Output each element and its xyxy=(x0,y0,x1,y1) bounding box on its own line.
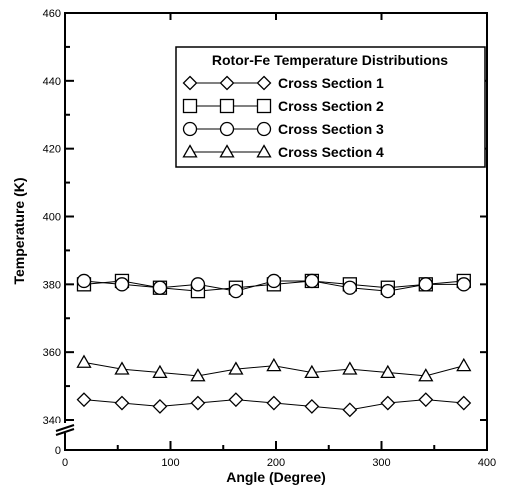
legend-marker xyxy=(219,121,235,137)
legend-marker xyxy=(219,75,235,91)
legend-marker xyxy=(219,144,235,158)
legend-label: Cross Section 4 xyxy=(278,144,384,160)
data-point xyxy=(418,368,434,382)
data-point xyxy=(190,368,206,382)
data-point xyxy=(304,364,320,379)
axis-ticks xyxy=(64,12,488,450)
x-tick-label: 400 xyxy=(478,457,496,469)
legend-marker xyxy=(256,121,272,137)
data-point xyxy=(152,364,168,379)
y-tick-label: 420 xyxy=(43,144,61,156)
y-axis-title: Temperature (K) xyxy=(11,177,27,284)
data-point xyxy=(456,357,472,372)
legend-label: Cross Section 2 xyxy=(278,98,384,114)
data-point xyxy=(304,399,320,414)
data-point xyxy=(342,280,358,295)
y-tick-label: 380 xyxy=(43,279,61,291)
legend-item: Cross Section 2 xyxy=(182,98,384,114)
legend-marker xyxy=(219,98,235,114)
legend-marker xyxy=(256,98,272,114)
series-3 xyxy=(76,273,471,299)
x-tick-label: 0 xyxy=(62,457,68,469)
data-point xyxy=(266,357,282,372)
data-point xyxy=(76,354,92,368)
legend-marker xyxy=(256,144,272,158)
legend-label: Cross Section 3 xyxy=(278,121,384,137)
x-axis-title: Angle (Degree) xyxy=(226,469,326,485)
data-point xyxy=(418,277,433,292)
x-tick-label: 100 xyxy=(161,457,179,469)
legend-marker xyxy=(182,98,198,114)
legend-label: Cross Section 1 xyxy=(278,75,384,91)
legend-title: Rotor-Fe Temperature Distributions xyxy=(212,52,448,68)
legend-marker xyxy=(182,144,198,158)
y-axis-break-mark xyxy=(55,423,75,436)
data-point xyxy=(228,392,244,408)
x-tick-label: 300 xyxy=(372,457,390,469)
data-point xyxy=(152,399,168,414)
series-1 xyxy=(76,392,472,418)
y-tick-label: 400 xyxy=(43,212,61,224)
legend-item: Cross Section 3 xyxy=(182,121,384,137)
data-point xyxy=(228,283,244,299)
y-tick-label: 360 xyxy=(43,347,61,359)
data-point xyxy=(456,395,472,411)
data-point xyxy=(114,361,130,375)
data-point xyxy=(152,280,168,295)
data-point xyxy=(418,392,434,408)
y-break-tick-label: 0 xyxy=(55,445,61,457)
data-point xyxy=(228,361,244,375)
data-point xyxy=(342,361,358,375)
data-point xyxy=(114,395,130,411)
data-point xyxy=(76,392,92,408)
y-tick-label: 460 xyxy=(43,8,61,20)
legend-marker xyxy=(182,75,198,91)
legend: Rotor-Fe Temperature Distributions Cross… xyxy=(175,46,486,168)
data-point xyxy=(266,395,282,411)
legend-marker xyxy=(256,75,272,91)
data-point xyxy=(380,395,396,411)
data-point xyxy=(456,277,471,292)
legend-marker xyxy=(182,121,198,137)
data-point xyxy=(380,364,396,379)
legend-item: Cross Section 4 xyxy=(182,144,384,160)
data-point xyxy=(114,277,130,292)
data-point xyxy=(380,283,395,299)
data-point xyxy=(190,395,206,411)
y-tick-label: 440 xyxy=(43,76,61,88)
x-tick-label: 200 xyxy=(267,457,285,469)
legend-item: Cross Section 1 xyxy=(182,75,384,91)
series-layer xyxy=(76,273,472,418)
data-point xyxy=(342,402,358,418)
data-point xyxy=(76,273,92,289)
series-4 xyxy=(76,354,472,382)
data-point xyxy=(304,273,320,289)
data-point xyxy=(266,273,282,289)
data-point xyxy=(190,277,206,292)
